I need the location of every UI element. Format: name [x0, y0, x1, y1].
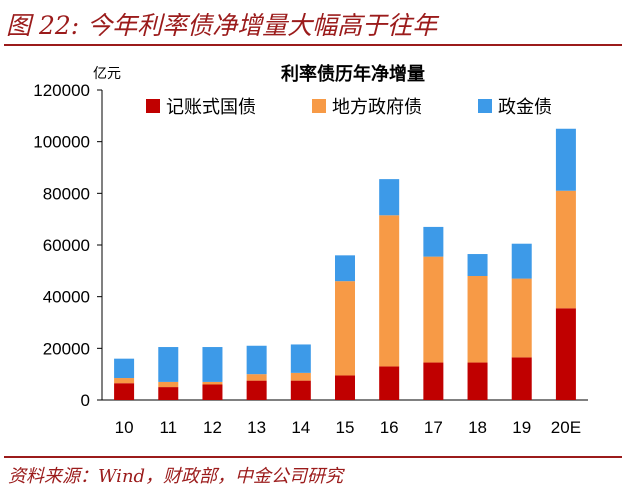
bar-segment [423, 362, 444, 400]
bar-segment [423, 226, 444, 257]
bar-segment [467, 362, 488, 400]
bar-segment [467, 254, 488, 276]
bar-segment [335, 375, 355, 400]
bar-segment [114, 383, 135, 400]
y-tick-label: 20000 [43, 339, 90, 358]
source-divider [4, 456, 622, 458]
bar-segment [511, 357, 532, 400]
bar-segment [246, 374, 267, 381]
legend-label: 记账式国债 [166, 97, 256, 117]
bar-segment [335, 255, 355, 282]
bar-segment [114, 378, 135, 384]
bar-segment [555, 128, 576, 191]
bar-segment [379, 179, 400, 216]
chart-title: 利率债历年净增量 [281, 63, 425, 84]
bar-segment [202, 384, 223, 400]
y-tick-label: 40000 [43, 288, 90, 307]
legend-swatch [478, 99, 492, 113]
bar-segment [290, 344, 311, 373]
source-note: 资料来源：Wind，财政部，中金公司研究 [8, 466, 344, 487]
bar-segment [246, 380, 267, 400]
y-tick-label: 100000 [33, 133, 90, 152]
bar-segment [379, 366, 400, 400]
bar-segment [555, 190, 576, 309]
bar-segment [290, 380, 311, 400]
bar-segment [379, 215, 400, 367]
legend-label: 地方政府债 [332, 97, 422, 117]
x-tick-label: 11 [159, 418, 177, 437]
bar-segment [158, 347, 179, 382]
x-tick-label: 16 [380, 418, 399, 437]
bar-segment [511, 243, 532, 279]
y-tick-label: 0 [81, 391, 90, 410]
x-tick-label: 15 [336, 418, 355, 437]
title-divider [4, 44, 622, 46]
bar-segment [290, 372, 311, 381]
legend-swatch [146, 99, 160, 113]
x-tick-label: 20E [551, 418, 581, 437]
bar-segment [202, 347, 223, 382]
legend-swatch [312, 99, 326, 113]
x-tick-label: 14 [291, 418, 310, 437]
bar-segment [158, 381, 179, 388]
figure-title: 图 22: 今年利率债净增量大幅高于往年 [6, 11, 438, 40]
x-tick-label: 17 [424, 418, 443, 437]
y-tick-label: 80000 [43, 184, 90, 203]
y-unit-label: 亿元 [93, 65, 121, 81]
legend-label: 政金债 [498, 97, 552, 117]
bar-segment [335, 281, 355, 376]
bar-segment [202, 381, 223, 385]
bar-segment [511, 278, 532, 358]
bar-segment [423, 256, 444, 363]
bar-segment [158, 387, 179, 400]
x-tick-label: 12 [203, 418, 222, 437]
bar-segment [467, 276, 488, 363]
x-tick-label: 10 [115, 418, 134, 437]
x-tick-label: 19 [512, 418, 531, 437]
bar-segment [555, 308, 576, 400]
x-tick-label: 13 [247, 418, 266, 437]
bar-segment [246, 345, 267, 375]
y-tick-label: 120000 [33, 81, 90, 100]
x-tick-label: 18 [468, 418, 487, 437]
y-tick-label: 60000 [43, 236, 90, 255]
bar-segment [114, 358, 135, 379]
